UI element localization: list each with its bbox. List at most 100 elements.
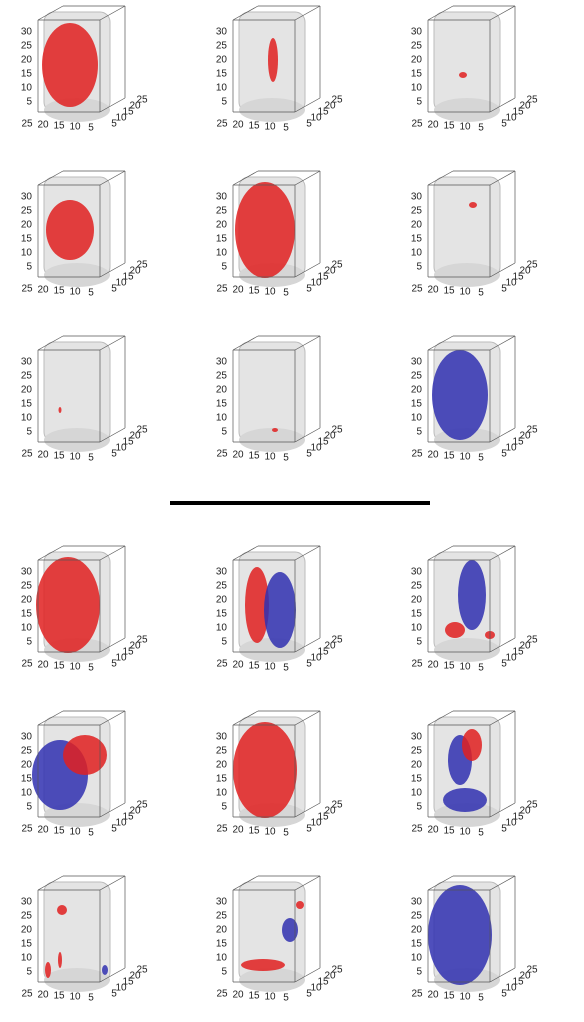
z-tick-label: 5 [416, 637, 422, 648]
x-tick-label: 10 [264, 827, 276, 838]
x-tick-label: 20 [37, 825, 49, 836]
z-tick-label: 20 [21, 760, 33, 771]
z-tick-label: 5 [416, 262, 422, 273]
z-tick-label: 15 [216, 69, 228, 80]
isosurface [36, 557, 100, 653]
z-tick-label: 10 [21, 788, 33, 799]
z-tick-label: 25 [21, 371, 33, 382]
x-tick-label: 20 [37, 990, 49, 1001]
x-tick-label: 5 [88, 288, 94, 299]
x-tick-label: 20 [427, 990, 439, 1001]
z-tick-label: 30 [411, 357, 423, 368]
y-tick-label: 25 [331, 965, 343, 976]
y-tick-label: 25 [331, 425, 343, 436]
z-tick-label: 5 [26, 97, 32, 108]
z-tick-label: 25 [216, 41, 228, 52]
x-tick-label: 20 [427, 450, 439, 461]
z-tick-label: 10 [21, 623, 33, 634]
z-tick-label: 25 [216, 746, 228, 757]
z-tick-label: 5 [26, 262, 32, 273]
z-tick-label: 30 [411, 567, 423, 578]
x-tick-label: 25 [21, 824, 33, 835]
x-tick-label: 15 [443, 121, 455, 132]
x-tick-label: 5 [478, 828, 484, 839]
isosurface [233, 722, 297, 818]
isosurface [45, 962, 51, 978]
z-tick-label: 25 [21, 41, 33, 52]
x-tick-label: 10 [459, 287, 471, 298]
x-tick-label: 20 [37, 120, 49, 131]
x-tick-label: 25 [411, 659, 423, 670]
x-tick-label: 5 [478, 123, 484, 134]
z-tick-label: 25 [411, 746, 423, 757]
panel: 51015202530252015105510152025 [21, 711, 148, 839]
x-tick-label: 25 [411, 119, 423, 130]
isosurface [462, 729, 482, 761]
x-tick-label: 20 [232, 450, 244, 461]
z-tick-label: 10 [21, 953, 33, 964]
isosurface [46, 200, 94, 260]
x-tick-label: 25 [216, 659, 228, 670]
x-tick-label: 20 [427, 120, 439, 131]
x-tick-label: 10 [264, 122, 276, 133]
z-tick-label: 25 [216, 206, 228, 217]
z-tick-label: 30 [21, 732, 33, 743]
z-tick-label: 25 [411, 581, 423, 592]
z-tick-label: 20 [411, 220, 423, 231]
z-tick-label: 30 [21, 192, 33, 203]
y-tick-label: 25 [526, 965, 538, 976]
z-tick-label: 15 [216, 234, 228, 245]
x-tick-label: 25 [21, 659, 33, 670]
isosurface [264, 572, 296, 648]
x-tick-label: 15 [53, 451, 65, 462]
z-tick-label: 30 [411, 732, 423, 743]
z-tick-label: 15 [411, 399, 423, 410]
x-tick-label: 25 [216, 119, 228, 130]
z-tick-label: 25 [216, 911, 228, 922]
y-tick-label: 25 [136, 965, 148, 976]
x-tick-label: 15 [53, 661, 65, 672]
z-tick-label: 25 [21, 911, 33, 922]
z-tick-label: 5 [221, 802, 227, 813]
panel: 51015202530252015105510152025 [411, 6, 538, 134]
x-tick-label: 5 [283, 993, 289, 1004]
y-tick-label: 25 [331, 635, 343, 646]
x-tick-label: 10 [69, 452, 81, 463]
x-tick-label: 25 [21, 989, 33, 1000]
x-tick-label: 5 [283, 663, 289, 674]
z-tick-label: 5 [26, 802, 32, 813]
y-tick-label: 25 [526, 425, 538, 436]
isosurface [63, 735, 107, 775]
z-tick-label: 30 [411, 192, 423, 203]
panel: 51015202530252015105510152025 [411, 546, 538, 674]
x-tick-label: 25 [216, 989, 228, 1000]
z-tick-label: 20 [216, 385, 228, 396]
panel: 51015202530252015105510152025 [21, 546, 148, 674]
x-tick-label: 25 [21, 119, 33, 130]
x-tick-label: 25 [411, 449, 423, 460]
z-tick-label: 10 [216, 83, 228, 94]
z-tick-label: 5 [26, 427, 32, 438]
z-tick-label: 10 [411, 83, 423, 94]
isosurface [469, 202, 477, 208]
y-tick-label: 25 [526, 260, 538, 271]
isosurface [282, 918, 298, 942]
z-tick-label: 15 [411, 774, 423, 785]
z-tick-label: 15 [216, 939, 228, 950]
panel: 51015202530252015105510152025 [216, 711, 343, 839]
x-tick-label: 15 [248, 826, 260, 837]
x-tick-label: 20 [37, 660, 49, 671]
z-tick-label: 10 [21, 83, 33, 94]
x-tick-label: 10 [264, 662, 276, 673]
panel: 51015202530252015105510152025 [411, 876, 538, 1004]
z-tick-label: 25 [216, 371, 228, 382]
x-tick-label: 25 [216, 284, 228, 295]
x-tick-label: 20 [232, 285, 244, 296]
isosurface [428, 885, 492, 985]
x-tick-label: 10 [69, 662, 81, 673]
z-tick-label: 20 [216, 220, 228, 231]
panel: 51015202530252015105510152025 [21, 336, 148, 464]
z-tick-label: 15 [21, 399, 33, 410]
z-tick-label: 10 [411, 953, 423, 964]
